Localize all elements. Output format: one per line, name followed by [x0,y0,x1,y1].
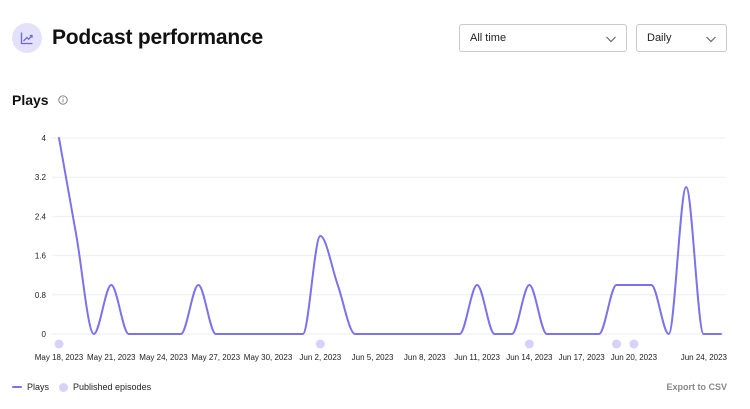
plays-heading: Plays [12,92,49,108]
chevron-down-icon [706,36,716,43]
x-tick-label: Jun 2, 2023 [299,353,341,362]
x-tick-label: Jun 17, 2023 [558,353,605,362]
date-range-select[interactable]: All time [459,24,627,52]
published-episode-marker [629,339,639,349]
trending-chart-icon [12,23,42,53]
published-episode-marker [524,339,534,349]
x-tick-label: May 21, 2023 [87,353,136,362]
x-tick-label: Jun 8, 2023 [404,353,446,362]
date-range-value: All time [470,32,507,44]
page-header: Podcast performance [12,22,263,54]
x-tick-label: May 27, 2023 [192,353,241,362]
chart-legend: Plays Published episodes [12,382,151,392]
published-episode-marker [315,339,325,349]
episodes-legend-label: Published episodes [73,382,152,392]
plays-section-title: Plays [12,92,68,108]
x-tick-label: Jun 5, 2023 [352,353,394,362]
chevron-down-icon [606,36,616,43]
x-tick-label: May 24, 2023 [139,353,188,362]
episodes-legend-swatch [59,382,69,392]
y-tick-label: 0.8 [35,291,47,300]
plays-series-line [58,137,722,335]
page-title: Podcast performance [52,26,263,49]
x-tick-label: May 18, 2023 [35,353,84,362]
y-tick-label: 4 [42,134,47,143]
interval-value: Daily [647,32,672,44]
x-tick-label: May 30, 2023 [244,353,293,362]
x-tick-label: Jun 14, 2023 [506,353,553,362]
y-tick-label: 3.2 [35,173,47,182]
x-tick-label: Jun 11, 2023 [454,353,500,362]
interval-select[interactable]: Daily [636,24,727,52]
export-csv-link[interactable]: Export to CSV [666,382,727,392]
plays-legend-label: Plays [27,382,50,392]
x-tick-label: Jun 24, 2023 [681,353,728,362]
published-episode-marker [54,339,64,349]
x-tick-label: Jun 20, 2023 [611,353,658,362]
published-episode-marker [611,339,621,349]
plays-legend-swatch [12,386,22,388]
y-tick-label: 1.6 [35,252,47,261]
y-tick-label: 2.4 [35,212,47,221]
info-icon[interactable] [57,95,68,105]
y-tick-label: 0 [42,330,47,339]
